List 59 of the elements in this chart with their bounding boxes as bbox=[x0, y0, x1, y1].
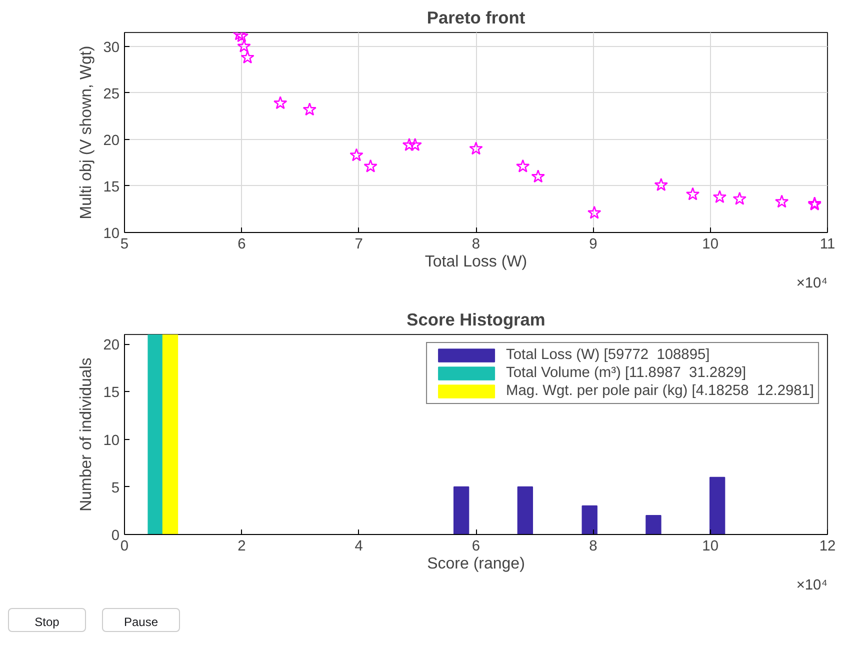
x-tick-label: 8 bbox=[589, 538, 598, 554]
point bbox=[237, 39, 251, 52]
point bbox=[712, 190, 727, 204]
point bbox=[408, 138, 422, 151]
x-tick-label: 7 bbox=[354, 236, 363, 252]
y-tick-label: 5 bbox=[111, 480, 120, 496]
point bbox=[274, 96, 288, 110]
y-tick-label: 20 bbox=[103, 338, 120, 354]
y-tick-label: 0 bbox=[111, 528, 120, 544]
legend-label: Total Loss (W) [59772 108895] bbox=[506, 347, 710, 363]
legend-label: Mag. Wgt. per pole pair (kg) [4.18258 12.2981] bbox=[506, 383, 814, 399]
x-tick-label: 6 bbox=[472, 538, 480, 554]
bar bbox=[162, 334, 178, 534]
x-axis-title: Score (range) bbox=[427, 556, 525, 572]
bar bbox=[709, 476, 726, 534]
bar bbox=[517, 486, 534, 534]
x-tick-label: 9 bbox=[589, 236, 598, 252]
x-tick-label: 12 bbox=[819, 538, 836, 554]
point bbox=[588, 206, 602, 219]
x-tick-label: 2 bbox=[238, 538, 246, 554]
legend-label: Total Volume (m³) [11.8987 31.2829] bbox=[506, 365, 746, 381]
point bbox=[302, 102, 316, 116]
y-tick-label: 10 bbox=[103, 226, 120, 242]
point bbox=[654, 178, 668, 191]
chart-title: Score Histogram bbox=[406, 310, 546, 330]
y-tick-label: 20 bbox=[103, 132, 120, 149]
point bbox=[774, 194, 789, 208]
bar bbox=[646, 514, 662, 534]
point bbox=[364, 159, 378, 172]
x-tick-label: 8 bbox=[472, 236, 480, 252]
x-axis-title: Total Loss (W) bbox=[424, 254, 528, 270]
x-tick-label: 11 bbox=[820, 236, 836, 252]
chart-title: Pareto front bbox=[426, 8, 526, 28]
y-axis-title: Multi obj (V shown, Wgt) bbox=[78, 46, 96, 220]
point bbox=[402, 138, 416, 151]
y-tick-label: 15 bbox=[103, 179, 120, 196]
x-tick-label: 10 bbox=[702, 236, 718, 252]
y-tick-label: 30 bbox=[103, 40, 120, 56]
point bbox=[516, 159, 530, 172]
y-tick-label: 25 bbox=[103, 86, 120, 102]
bar bbox=[453, 486, 470, 534]
point bbox=[350, 148, 364, 162]
bar bbox=[148, 334, 164, 534]
point bbox=[531, 170, 545, 183]
bar bbox=[582, 505, 598, 534]
x-tick-label: 6 bbox=[238, 236, 246, 252]
x-tick-label: 10 bbox=[702, 538, 718, 554]
text: ×10⁴ bbox=[796, 578, 828, 594]
point bbox=[686, 187, 700, 200]
y-axis-title: Number of individuals bbox=[78, 358, 96, 512]
x-tick-label: 4 bbox=[354, 538, 363, 554]
y-tick-label: 15 bbox=[103, 385, 120, 402]
text: ×10⁴ bbox=[796, 276, 828, 292]
point bbox=[732, 192, 746, 205]
y-tick-label: 10 bbox=[103, 432, 120, 449]
text: Stop bbox=[8, 608, 86, 632]
point bbox=[240, 50, 254, 64]
text: Pause bbox=[102, 608, 180, 632]
point bbox=[469, 142, 483, 155]
